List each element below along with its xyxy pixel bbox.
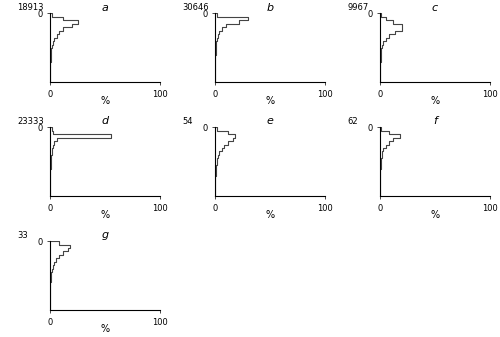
Title: e: e bbox=[266, 117, 274, 126]
Title: a: a bbox=[102, 3, 108, 13]
Text: 54: 54 bbox=[182, 117, 192, 126]
Title: g: g bbox=[102, 230, 108, 240]
X-axis label: %: % bbox=[430, 96, 440, 106]
Title: f: f bbox=[433, 117, 437, 126]
Title: c: c bbox=[432, 3, 438, 13]
X-axis label: %: % bbox=[266, 210, 274, 220]
X-axis label: %: % bbox=[100, 96, 110, 106]
Text: 33: 33 bbox=[17, 231, 28, 240]
Text: 18913: 18913 bbox=[17, 3, 44, 12]
X-axis label: %: % bbox=[266, 96, 274, 106]
X-axis label: %: % bbox=[100, 324, 110, 334]
Text: 62: 62 bbox=[347, 117, 358, 126]
X-axis label: %: % bbox=[100, 210, 110, 220]
Text: 23333: 23333 bbox=[17, 117, 44, 126]
Text: 9967: 9967 bbox=[347, 3, 368, 12]
Title: b: b bbox=[266, 3, 274, 13]
Text: 30646: 30646 bbox=[182, 3, 208, 12]
X-axis label: %: % bbox=[430, 210, 440, 220]
Title: d: d bbox=[102, 117, 108, 126]
